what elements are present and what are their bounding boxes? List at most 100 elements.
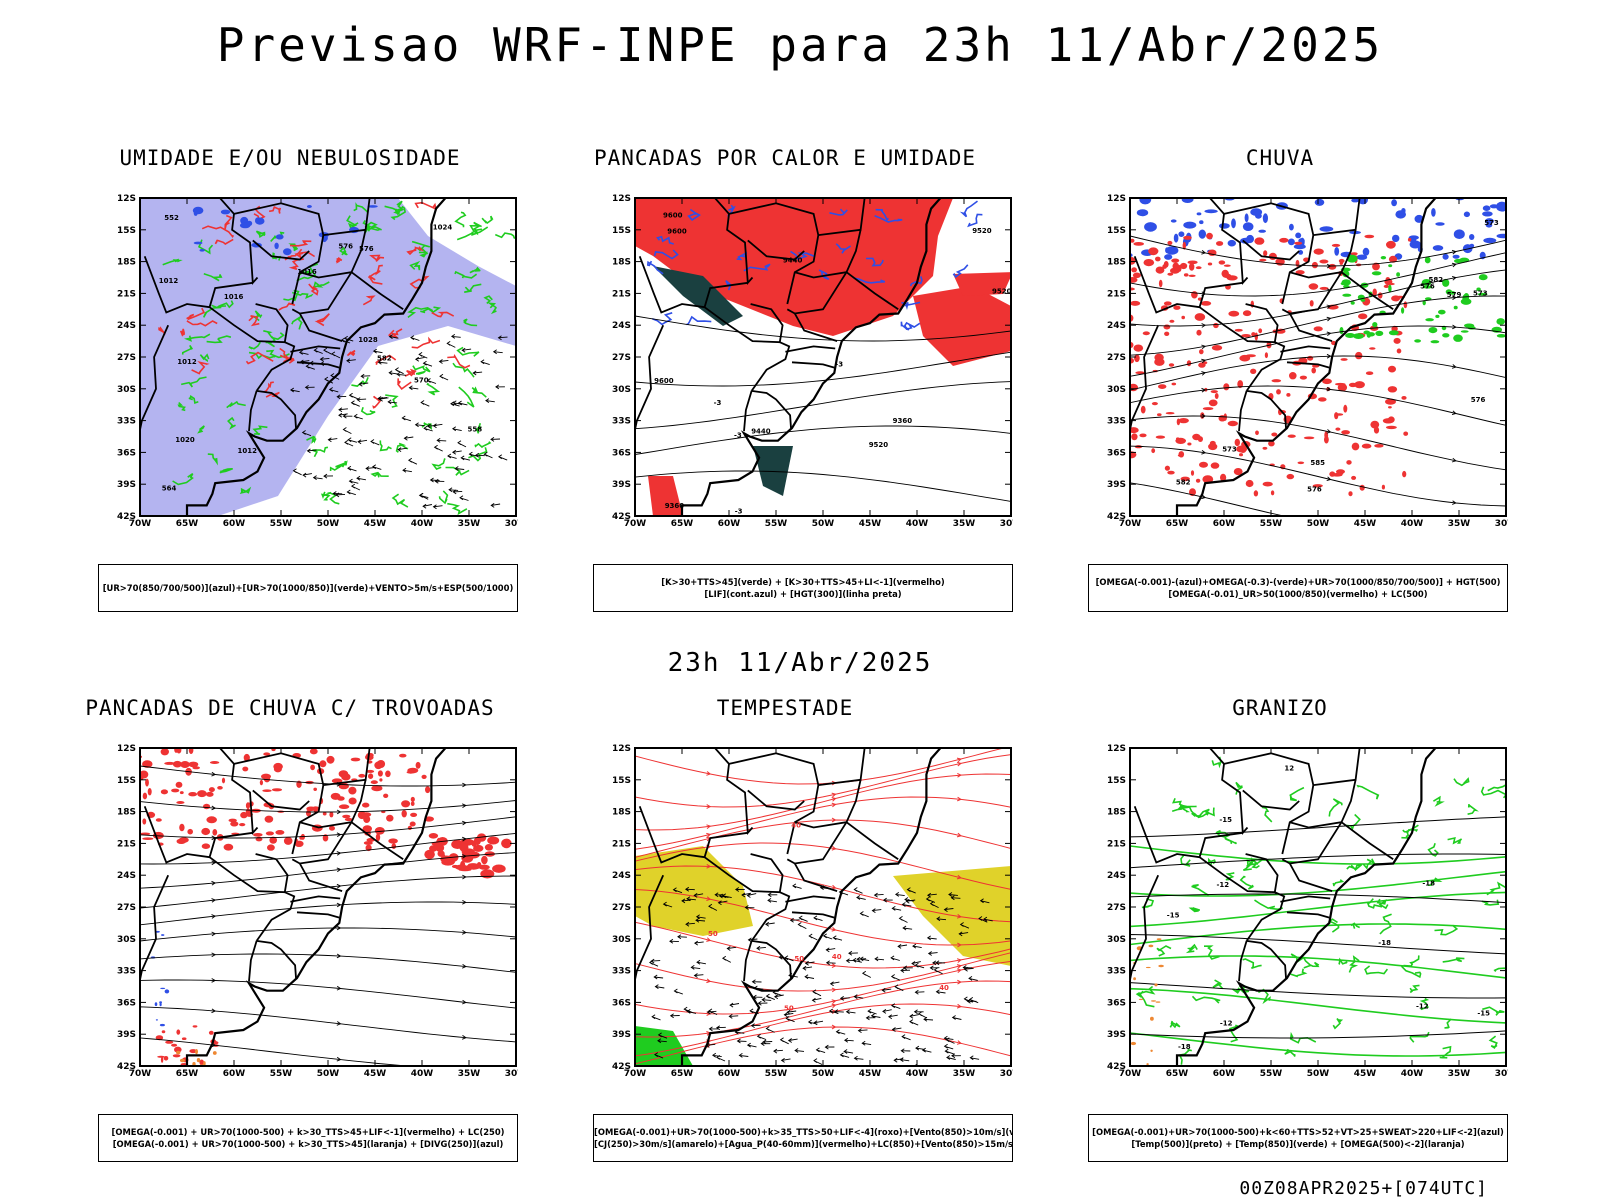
lon-label: 65W — [1166, 1069, 1189, 1079]
lat-label: 18S — [1107, 258, 1126, 268]
contour-label: -12 — [1217, 881, 1230, 889]
wind-vector — [932, 960, 942, 966]
border — [1238, 390, 1248, 432]
lon-label: 45W — [1354, 519, 1377, 529]
thickness-contour — [406, 246, 424, 256]
omega-orange-area — [1146, 1063, 1149, 1066]
rain-area — [1182, 241, 1186, 250]
temperature-850-contour — [1482, 1006, 1505, 1016]
humidity-contour — [291, 316, 303, 330]
rain-area — [1370, 420, 1380, 429]
thickness-contour — [368, 274, 383, 285]
contour-label: 9360 — [665, 502, 685, 510]
wind-vector — [495, 384, 505, 390]
storm-area — [230, 821, 239, 827]
streamline-arrow — [1451, 262, 1457, 268]
streamline-arrow — [831, 845, 837, 851]
wind-vector — [728, 1014, 739, 1019]
contour-label: -15 — [1219, 816, 1232, 824]
humidity-contour — [203, 273, 223, 282]
legend-line: [CJ(250)>30m/s](amarelo)+[Agua_P(40-60mm… — [594, 1139, 1012, 1149]
streamline-arrow — [706, 896, 712, 901]
rain-area — [1372, 288, 1377, 297]
wind-vector — [825, 947, 836, 953]
border — [1289, 779, 1357, 829]
storm-area — [399, 753, 407, 758]
streamline — [635, 351, 1011, 387]
storm-area — [140, 770, 149, 779]
plot-area: 1012 1012 1012 1016 1016 1020 1024 1028 576 576 57… — [140, 198, 516, 516]
wind-vector — [457, 440, 467, 448]
omega-blue-area — [1295, 232, 1302, 239]
streamline — [635, 425, 1011, 455]
contour-label: 50 — [708, 930, 718, 938]
lat-label: 36S — [612, 998, 631, 1008]
storm-area — [259, 779, 263, 786]
lifted-index-contour — [900, 321, 915, 331]
border — [323, 748, 371, 786]
rain-area — [1132, 272, 1141, 279]
streamline — [1130, 923, 1506, 946]
storm-area — [174, 748, 178, 753]
border — [323, 198, 371, 236]
temperature-850-contour — [1487, 783, 1506, 792]
omega-blue-area — [1293, 244, 1306, 250]
lifted-index-contour — [909, 276, 923, 287]
wind-vector — [882, 897, 893, 903]
omega-green-area — [1422, 285, 1433, 289]
lat-label: 24S — [1107, 321, 1126, 331]
thickness-contour — [158, 326, 166, 335]
wind-vector — [350, 400, 360, 407]
rain-area — [1239, 354, 1251, 362]
rain-area — [1346, 460, 1352, 465]
omega-green-area — [1388, 330, 1399, 336]
omega-orange-area — [1150, 1016, 1154, 1021]
coastline — [680, 748, 942, 1066]
rain-area — [1158, 279, 1163, 288]
storm-area — [344, 817, 353, 822]
contour-label: 1012 — [238, 447, 258, 455]
streamline-arrow — [1201, 358, 1207, 364]
wind-vector — [736, 1038, 747, 1044]
wind-vector — [485, 398, 495, 403]
streamline-arrow — [336, 867, 342, 873]
wind-vector — [765, 1026, 775, 1033]
omega-orange-area — [1138, 998, 1144, 1001]
omega-blue-area — [1227, 239, 1236, 247]
storm-area — [263, 752, 271, 756]
wind-vector — [289, 387, 300, 393]
humidity-contour — [206, 335, 232, 344]
wind-vector — [653, 974, 664, 980]
wind-vector — [861, 1040, 872, 1046]
omega-blue-area — [1484, 218, 1494, 225]
border — [786, 271, 848, 315]
omega-blue-area — [1482, 211, 1493, 217]
rain-area — [1130, 451, 1137, 459]
streamline-arrow — [211, 860, 217, 866]
lifted-index-contour — [646, 260, 664, 275]
convection-area — [913, 286, 1011, 366]
panel-title: PANCADAS POR CALOR E UMIDADE — [593, 146, 976, 170]
storm-area — [310, 764, 315, 771]
rain-area — [1239, 453, 1243, 457]
humidity-contour — [481, 215, 494, 225]
thickness-contour — [284, 248, 303, 261]
wind-vector — [402, 467, 412, 473]
rain-area — [1271, 379, 1282, 383]
border — [255, 891, 296, 942]
wind-vector — [423, 425, 433, 432]
legend-line: [OMEGA(-0.001)+UR>70(1000-500)+k<60+TTS>… — [1092, 1127, 1504, 1137]
streamline — [1130, 891, 1506, 928]
wind-vector — [422, 360, 433, 367]
rain-area — [1312, 484, 1323, 488]
panel-title: GRANIZO — [1232, 696, 1328, 720]
rain-area — [1133, 344, 1144, 352]
wind-vector — [861, 970, 872, 978]
omega-green-area — [1340, 282, 1347, 286]
omega-green-area — [1422, 300, 1426, 306]
thickness-contour — [362, 295, 376, 306]
storm-area — [240, 811, 248, 819]
wind-vector — [813, 1020, 824, 1026]
wind-vector — [454, 466, 465, 471]
wind-vector — [829, 981, 840, 987]
